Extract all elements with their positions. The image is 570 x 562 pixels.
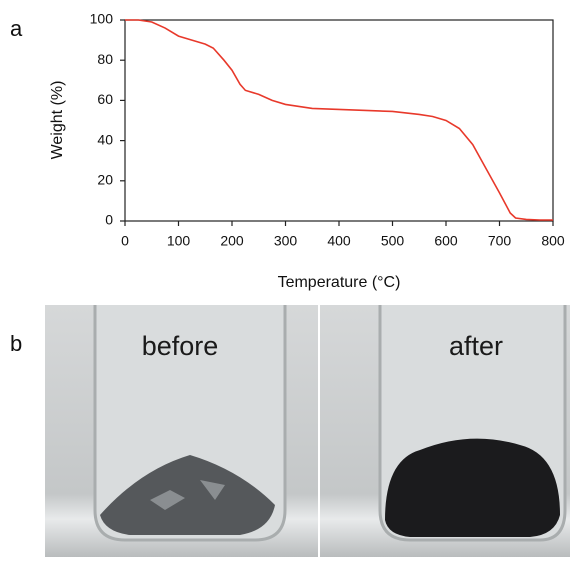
y-tick-label: 20: [97, 172, 113, 188]
photo-before: before: [45, 305, 318, 557]
panel-label: a: [10, 16, 23, 41]
x-tick-label: 100: [167, 233, 191, 249]
x-tick-label: 300: [274, 233, 298, 249]
y-tick-label: 0: [105, 212, 113, 228]
y-tick-label: 100: [90, 11, 114, 27]
photo-after: after: [320, 305, 570, 557]
plot-frame: [124, 19, 554, 222]
x-tick-label: 400: [327, 233, 351, 249]
x-tick-label: 500: [381, 233, 405, 249]
panel-label: b: [10, 331, 22, 356]
x-tick-label: 700: [488, 233, 512, 249]
x-tick-label: 800: [541, 233, 565, 249]
y-axis-label: Weight (%): [49, 81, 66, 160]
x-tick-label: 600: [434, 233, 458, 249]
y-tick-label: 60: [97, 91, 113, 107]
photo-label: after: [449, 331, 503, 361]
data-line: [125, 19, 553, 221]
x-tick-label: 200: [220, 233, 244, 249]
photo-label: before: [142, 331, 219, 361]
y-tick-label: 80: [97, 51, 113, 67]
x-axis-label: Temperature (°C): [278, 274, 401, 291]
x-tick-label: 0: [121, 233, 129, 249]
y-tick-label: 40: [97, 131, 113, 147]
